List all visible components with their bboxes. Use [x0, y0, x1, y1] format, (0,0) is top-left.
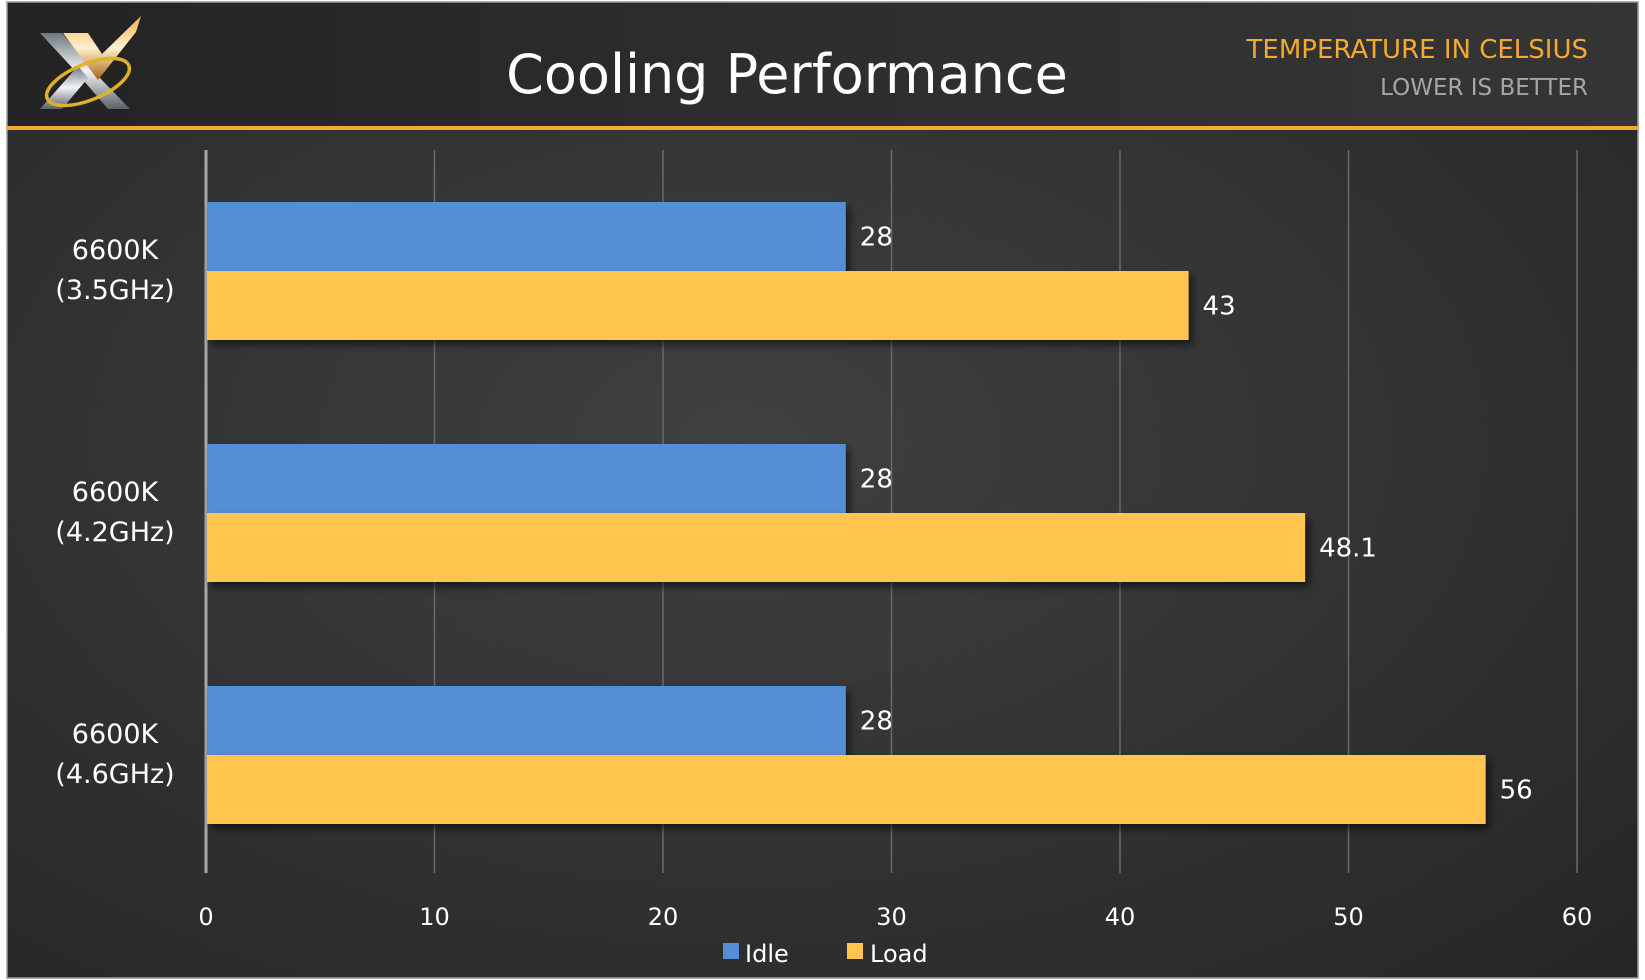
subtitle-unit: TEMPERATURE IN CELSIUS	[1246, 35, 1588, 65]
legend-idle-swatch	[723, 943, 739, 959]
chart-title: Cooling Performance	[506, 43, 1068, 106]
legend-idle-label: Idle	[745, 940, 789, 968]
x-tick-label: 30	[876, 903, 907, 931]
data-label-load: 48.1	[1319, 534, 1377, 564]
data-label-load: 56	[1500, 776, 1533, 806]
legend-load-label: Load	[870, 940, 928, 968]
header-accent-line	[7, 126, 1638, 130]
bar-idle	[207, 202, 846, 271]
subtitle-note: LOWER IS BETTER	[1380, 75, 1588, 101]
x-tick-label: 40	[1105, 903, 1136, 931]
bar-load	[207, 271, 1189, 340]
category-label: 6600K	[72, 477, 160, 508]
bar-idle	[207, 444, 846, 513]
bar-load	[207, 755, 1486, 824]
x-tick-label: 20	[648, 903, 679, 931]
bar-idle	[207, 686, 846, 755]
category-label: 6600K	[72, 235, 160, 266]
x-tick-label: 0	[198, 903, 213, 931]
x-tick-label: 60	[1562, 903, 1593, 931]
data-label-idle: 28	[860, 465, 893, 495]
category-label-freq: (3.5GHz)	[55, 275, 174, 306]
legend: Idle Load	[723, 940, 928, 968]
category-label: 6600K	[72, 719, 160, 750]
legend-load-swatch	[847, 943, 863, 959]
category-label-freq: (4.2GHz)	[55, 517, 174, 548]
data-label-load: 43	[1203, 292, 1236, 322]
site-logo	[40, 16, 141, 109]
data-label-idle: 28	[860, 707, 893, 737]
bar-load	[207, 513, 1306, 582]
header-band	[8, 3, 1637, 127]
category-label-freq: (4.6GHz)	[55, 759, 174, 790]
x-tick-label: 10	[419, 903, 450, 931]
data-label-idle: 28	[860, 223, 893, 253]
x-tick-label: 50	[1333, 903, 1364, 931]
